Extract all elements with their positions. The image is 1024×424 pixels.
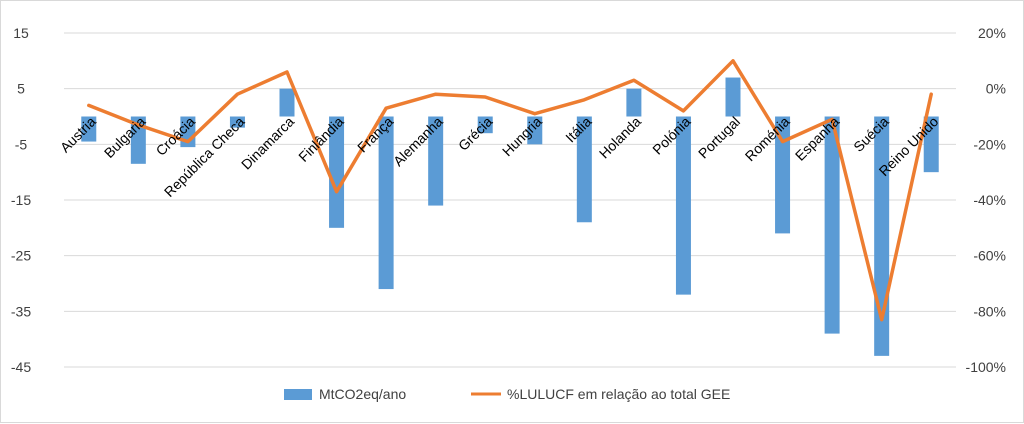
y-axis-left: 15 5 -5 -15 -25 -35 -45	[11, 25, 31, 375]
y-right-tick-label: 0%	[986, 81, 1006, 97]
y-right-tick-label: 20%	[978, 25, 1006, 41]
bar-series	[81, 77, 939, 356]
bar	[775, 116, 791, 234]
y-left-tick-label: -15	[11, 192, 31, 208]
y-right-tick-label: -60%	[973, 248, 1006, 264]
line-series	[87, 59, 933, 322]
y-right-tick-label: -80%	[973, 303, 1006, 319]
bar	[923, 116, 939, 173]
bar	[477, 116, 493, 134]
x-tick-label: Portugal	[695, 113, 743, 161]
bar	[279, 88, 295, 117]
bar	[675, 116, 691, 295]
bar	[824, 116, 840, 334]
x-tick-label: Holanda	[596, 113, 644, 161]
y-right-tick-label: -100%	[966, 359, 1006, 375]
y-left-tick-label: -25	[11, 248, 31, 264]
gridlines	[64, 32, 956, 368]
bar	[626, 88, 642, 117]
legend-line-label: %LULUCF em relação ao total GEE	[507, 386, 730, 402]
y-right-tick-label: -20%	[973, 136, 1006, 152]
bar	[229, 116, 245, 128]
bar	[576, 116, 592, 223]
y-right-tick-label: -40%	[973, 192, 1006, 208]
y-left-tick-label: 15	[13, 25, 29, 41]
legend: MtCO2eq/ano %LULUCF em relação ao total …	[284, 386, 730, 402]
y-left-tick-label: -35	[11, 303, 31, 319]
x-tick-label: Grécia	[455, 113, 496, 154]
y-left-tick-label: -45	[11, 359, 31, 375]
bar	[329, 116, 345, 228]
legend-bar-label: MtCO2eq/ano	[319, 386, 406, 402]
bar	[81, 116, 97, 142]
bar	[378, 116, 394, 290]
line-path	[87, 59, 933, 322]
bar	[527, 116, 543, 145]
bar	[130, 116, 146, 164]
x-tick-label: Dinamarca	[238, 113, 297, 172]
y-left-tick-label: 5	[17, 81, 25, 97]
bar	[725, 77, 741, 117]
y-left-tick-label: -5	[15, 136, 28, 152]
y-axis-right: 20% 0% -20% -40% -60% -80% -100%	[966, 25, 1006, 375]
bar	[428, 116, 444, 206]
legend-bar-swatch	[284, 389, 312, 400]
